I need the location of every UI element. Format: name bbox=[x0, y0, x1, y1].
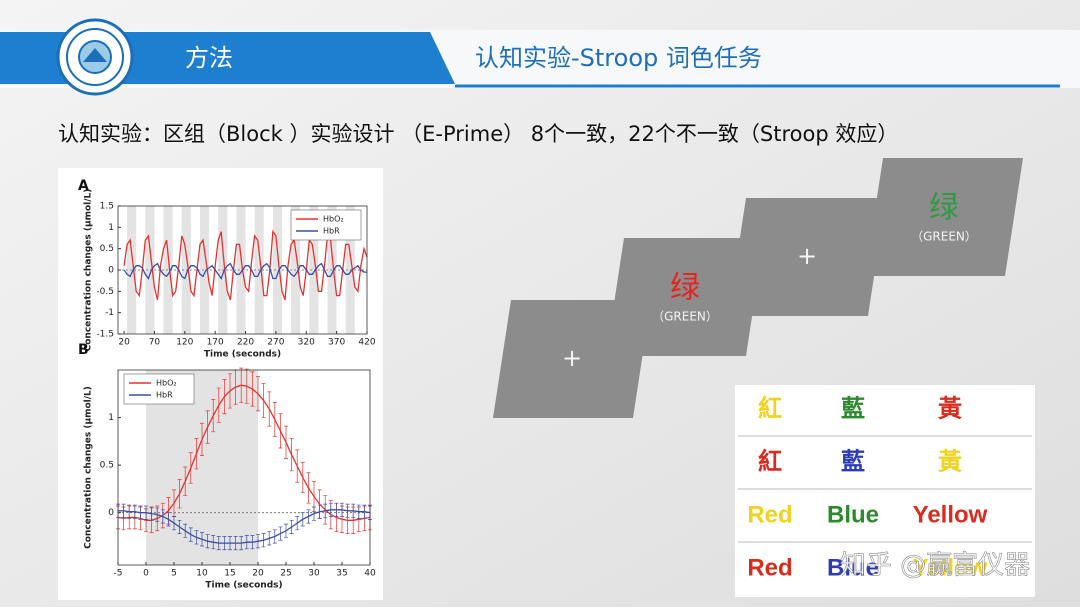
stimulus-block bbox=[309, 206, 319, 334]
y-tick-label: 1 bbox=[108, 223, 114, 233]
x-tick-label: 5 bbox=[171, 569, 177, 579]
stimulus-block bbox=[163, 206, 173, 334]
x-tick-label: 370 bbox=[328, 338, 345, 348]
stimulus-block bbox=[199, 206, 210, 334]
x-axis-label: Time (seconds) bbox=[204, 350, 281, 360]
series-line bbox=[123, 262, 367, 280]
stroop-word: Red bbox=[747, 554, 792, 581]
x-tick-label: 20 bbox=[252, 569, 264, 579]
stimulus-block bbox=[327, 206, 337, 334]
x-tick-label: 40 bbox=[364, 569, 376, 579]
legend-label: HbO₂ bbox=[156, 379, 177, 388]
stroop-word: Yellow bbox=[913, 501, 988, 528]
card-word: 绿 bbox=[929, 191, 959, 226]
y-axis-label: Concentration changes (μmol/L) bbox=[84, 189, 94, 352]
plot-frame bbox=[117, 369, 371, 566]
x-tick-label: 120 bbox=[176, 338, 193, 348]
subtitle: 认知实验：区组（Block ）实验设计 （E-Prime） 8个一致，22个不一… bbox=[58, 122, 898, 146]
y-tick-label: 0.5 bbox=[100, 461, 114, 471]
logo bbox=[56, 18, 134, 96]
series-line bbox=[118, 509, 371, 544]
stroop-word: 紅 bbox=[758, 394, 782, 422]
legend-box bbox=[290, 209, 362, 241]
card-caption: （GREEN） bbox=[652, 310, 718, 324]
fixation-cross: + bbox=[797, 242, 817, 270]
stroop-word: 黃 bbox=[938, 395, 962, 422]
x-tick-label: 10 bbox=[196, 569, 208, 579]
x-tick-label: 15 bbox=[224, 569, 235, 579]
section-title: 方法 bbox=[185, 44, 233, 72]
x-tick-label: 0 bbox=[143, 569, 149, 579]
legend-box bbox=[123, 373, 195, 405]
legend-label: HbO₂ bbox=[323, 215, 344, 224]
fixation-cross: + bbox=[562, 344, 582, 372]
legend-label: HbR bbox=[156, 391, 173, 400]
panel-label: B bbox=[78, 342, 89, 358]
x-tick-label: 70 bbox=[149, 338, 161, 348]
x-tick-label: 220 bbox=[237, 338, 254, 348]
card-word: 绿 bbox=[670, 271, 700, 306]
y-tick-label: 1 bbox=[108, 413, 114, 423]
stroop-word: 黃 bbox=[938, 448, 962, 475]
chart: 20 70 120 170 220 270 320 370 420 -1.5 -1 -0.5 0 0.5 1… bbox=[78, 178, 376, 360]
y-tick-label: 1.5 bbox=[100, 202, 114, 212]
watermark: 知乎 @赢富仪器 bbox=[840, 551, 1030, 581]
x-tick-label: 270 bbox=[267, 338, 284, 348]
stimulus-block bbox=[272, 206, 282, 334]
stroop-grid: 紅藍黃紅藍黃Red Blue YellowRed Blue Yellow bbox=[738, 394, 1032, 581]
stroop-word: 藍 bbox=[841, 395, 865, 422]
card bbox=[606, 238, 764, 356]
stroop-word: 藍 bbox=[841, 448, 865, 475]
stroop-table bbox=[735, 385, 1035, 597]
stroop-word: 紅 bbox=[758, 447, 782, 475]
y-tick-label: -1 bbox=[105, 308, 114, 318]
stroop-word: Blue bbox=[827, 554, 879, 581]
panel-label: A bbox=[78, 178, 89, 194]
card-caption: （GREEN） bbox=[911, 230, 977, 244]
y-tick-label: -0.5 bbox=[96, 287, 114, 297]
slide-title: 认知实验-Stroop 词色任务 bbox=[475, 44, 762, 72]
x-tick-label: 420 bbox=[358, 338, 375, 348]
stimulus-block bbox=[236, 206, 246, 334]
x-tick-label: 30 bbox=[308, 569, 320, 579]
x-tick-label: 20 bbox=[118, 338, 130, 348]
stroop-word: Yellow bbox=[913, 554, 988, 581]
series-line bbox=[123, 229, 368, 301]
stimulus-cards: + 绿 （GREEN） + 绿 （GREEN） bbox=[493, 158, 1023, 418]
card bbox=[865, 158, 1023, 276]
y-tick-label: 0.5 bbox=[100, 244, 114, 254]
stimulus-block bbox=[145, 206, 155, 334]
x-tick-label: 25 bbox=[280, 569, 291, 579]
y-tick-label: -1.5 bbox=[96, 330, 114, 340]
chart: -5 0 5 10 15 20 25 30 35 40 0 0.5 1 Time (seconds) Con… bbox=[78, 342, 376, 591]
stroop-word: Blue bbox=[827, 501, 879, 528]
x-axis-label: Time (seconds) bbox=[205, 581, 282, 591]
x-tick-label: -5 bbox=[114, 569, 123, 579]
stroop-word: Red bbox=[747, 501, 792, 528]
legend-label: HbR bbox=[323, 227, 340, 236]
y-axis-label: Concentration changes (μmol/L) bbox=[84, 386, 94, 549]
y-tick-label: 0 bbox=[108, 266, 114, 276]
card bbox=[728, 198, 886, 316]
x-tick-label: 35 bbox=[336, 569, 347, 579]
x-tick-label: 170 bbox=[207, 338, 224, 348]
x-tick-label: 320 bbox=[298, 338, 315, 348]
y-tick-label: 0 bbox=[108, 508, 114, 518]
series-line bbox=[117, 384, 371, 521]
